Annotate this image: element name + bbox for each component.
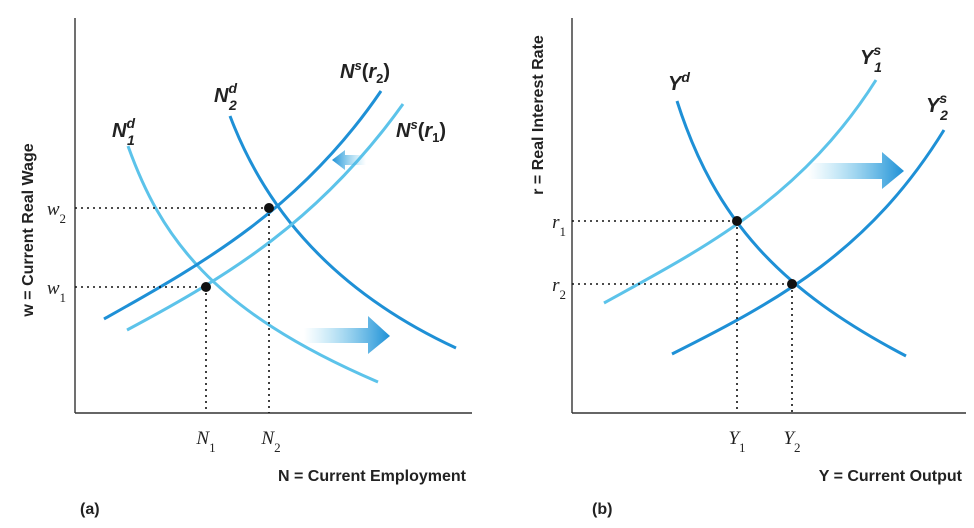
y-tick-r1: r1 [552, 212, 566, 239]
x-tick-N2: N2 [260, 428, 280, 455]
y-tick-w2: w2 [47, 199, 66, 226]
labor-supply-curve-r1 [126, 103, 405, 332]
label-labor-supply-r1: Ns(r1) [396, 117, 446, 145]
panel-b-label: (b) [592, 501, 612, 518]
panel-a-y-axis-label: w = Current Real Wage [20, 143, 37, 317]
label-labor-supply-r2: Ns(r2) [340, 58, 390, 86]
output-supply-curve-1 [603, 79, 878, 305]
output-supply-curve-2 [671, 129, 946, 356]
panel-b-x-axis-label: Y = Current Output [819, 468, 963, 485]
shift-right-arrow [304, 316, 390, 354]
y-tick-w1: w1 [47, 278, 66, 305]
labor-demand-curve-2 [228, 115, 457, 350]
y-tick-r2: r2 [552, 275, 566, 302]
label-labor-demand-1: Nd 1 [112, 115, 135, 148]
panel-a: w = Current Real Wage N = Current Employ… [20, 18, 472, 518]
equilibrium-point-b2 [787, 279, 797, 289]
panel-b-y-axis-label: r = Real Interest Rate [530, 35, 547, 195]
labor-demand-curve-1 [126, 145, 379, 384]
x-tick-Y2: Y2 [783, 428, 800, 455]
equilibrium-point-b1 [732, 216, 742, 226]
equilibrium-point-1 [201, 282, 211, 292]
panel-a-x-axis-label: N = Current Employment [278, 468, 467, 485]
label-output-supply-2: Ys 2 [926, 90, 948, 123]
label-labor-demand-2: Nd 2 [214, 80, 237, 113]
panel-a-label: (a) [80, 501, 100, 518]
label-output-supply-1: Ys 1 [860, 42, 882, 75]
equilibrium-point-2 [264, 203, 274, 213]
shift-left-arrow [332, 150, 366, 170]
label-output-demand: Yd [668, 69, 690, 95]
x-tick-N1: N1 [195, 428, 215, 455]
labor-supply-curve-r2 [103, 90, 383, 321]
panel-b: r = Real Interest Rate Y = Current Outpu… [530, 18, 966, 518]
shift-right-arrow-b [808, 152, 904, 189]
x-tick-Y1: Y1 [728, 428, 745, 455]
output-demand-curve [675, 100, 907, 358]
